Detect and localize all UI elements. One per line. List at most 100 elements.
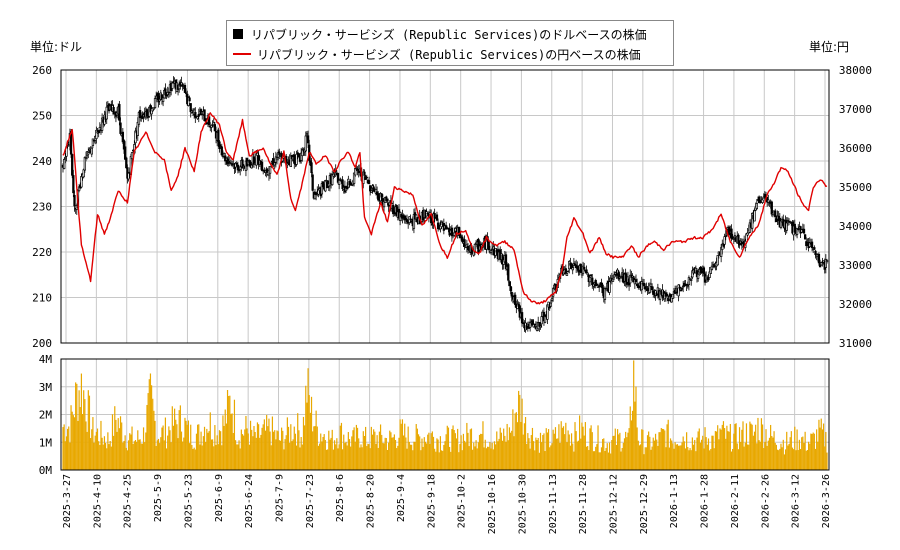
candle-body [435,214,439,221]
volume-bar [261,427,263,470]
volume-bar [745,423,748,470]
volume-bar [463,440,466,470]
volume-bar [461,450,463,470]
volume-bar [631,410,634,470]
volume-bar [217,444,219,470]
volume-bar [397,445,399,470]
volume-bar [531,427,534,470]
candle-body [579,263,582,273]
volume-bar [379,424,382,470]
candle-body [687,277,691,285]
volume-bar [711,435,713,470]
candle-body [817,253,821,264]
volume-bar [760,418,763,470]
candle-body [631,275,634,278]
volume-bar [560,421,562,470]
volume-bar [322,437,324,470]
volume-bar [489,441,491,470]
volume-bar [666,424,668,470]
volume-bar [108,444,110,470]
volume-bar [550,445,552,470]
volume-bar [259,437,261,470]
candle-body [310,162,313,173]
volume-bar [347,432,349,470]
volume-bar [73,417,76,470]
candle-body [352,172,356,184]
volume-bar [124,435,126,470]
candle-body [155,95,158,99]
volume-bar [679,445,681,470]
candle-body [370,190,373,193]
volume-bar [392,437,394,470]
volume-bar [401,419,404,470]
volume-bar [768,437,771,470]
volume-bar [669,438,672,470]
volume-bar [211,439,214,470]
volume-bar [368,444,370,470]
volume-bar [811,433,813,470]
volume-bar [176,424,178,470]
volume-bar [247,433,249,470]
volume-bar [184,417,186,470]
candle-body [565,273,569,276]
volume-bar [266,414,268,470]
candle-body [586,272,589,276]
volume-bar [720,429,722,470]
volume-bar [263,419,265,470]
volume-bar [772,437,774,470]
candle-body [363,171,366,176]
volume-bar [468,446,470,470]
volume-bar [603,438,605,470]
candle-body [87,152,90,155]
candle-body [362,171,365,184]
candle-body [161,97,165,102]
volume-bar [367,443,369,470]
volume-bar [790,431,792,470]
candle-body [232,163,235,165]
volume-bar [209,412,211,470]
candle-body [789,221,792,223]
volume-bar [638,445,641,470]
volume-bar [405,437,407,470]
candle-body [165,94,168,97]
volume-bar [424,441,427,470]
candle-body [369,185,372,192]
volume-bar [275,439,277,470]
candle-body [755,203,758,209]
volume-bar [352,430,354,470]
volume-bar [328,430,330,470]
volume-bar [650,449,652,470]
candle-body [810,241,814,249]
volume-bar [149,373,152,470]
volume-bar [538,452,540,470]
volume-bar [743,446,745,470]
volume-bar [557,438,559,470]
volume-bar [715,431,718,470]
volume-bar [478,434,481,470]
volume-bar [763,448,765,470]
volume-bar [140,443,142,470]
volume-bar [725,438,727,470]
y-left-tick-label: 260 [32,64,52,77]
volume-bar [530,435,532,470]
volume-bar [298,430,300,470]
x-tick-label: 2026-3-12 [791,474,802,528]
volume-bar [71,411,73,470]
candle-body [591,277,594,286]
candle-body [236,164,240,171]
candle-body [504,254,508,270]
x-tick-label: 2025-11-28 [578,474,589,534]
volume-bar [127,440,130,470]
candle-body [118,104,121,121]
volume-bar [702,435,704,470]
candle-body [341,179,344,190]
y-left-tick-label: 240 [32,155,52,168]
y-right-tick-label: 31000 [839,337,872,350]
volume-bar [438,452,440,470]
right-axis-unit: 単位:円 [809,40,850,54]
x-tick-label: 2025-11-13 [548,474,559,534]
candle-body [554,284,557,290]
candle-body [508,281,511,287]
volume-bar [72,415,74,470]
